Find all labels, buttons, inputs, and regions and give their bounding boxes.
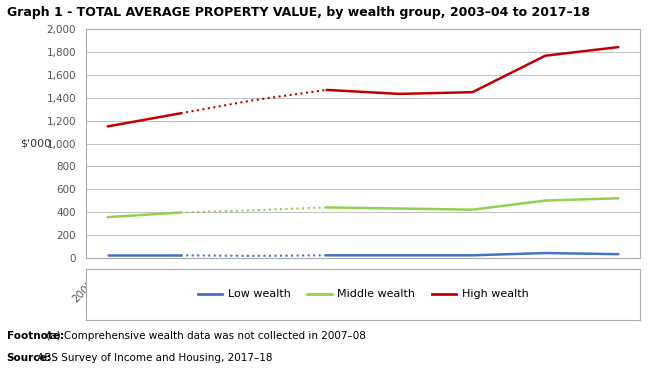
Text: Graph 1 - TOTAL AVERAGE PROPERTY VALUE, by wealth group, 2003–04 to 2017–18: Graph 1 - TOTAL AVERAGE PROPERTY VALUE, … [7,6,589,18]
Text: (a) Comprehensive wealth data was not collected in 2007–08: (a) Comprehensive wealth data was not co… [43,331,366,341]
Y-axis label: $'000: $'000 [20,138,51,149]
Text: Footnote:: Footnote: [7,331,64,341]
Text: ABS Survey of Income and Housing, 2017–18: ABS Survey of Income and Housing, 2017–1… [34,353,273,363]
Legend: Low wealth, Middle wealth, High wealth: Low wealth, Middle wealth, High wealth [193,285,533,304]
Text: Source:: Source: [7,353,51,363]
